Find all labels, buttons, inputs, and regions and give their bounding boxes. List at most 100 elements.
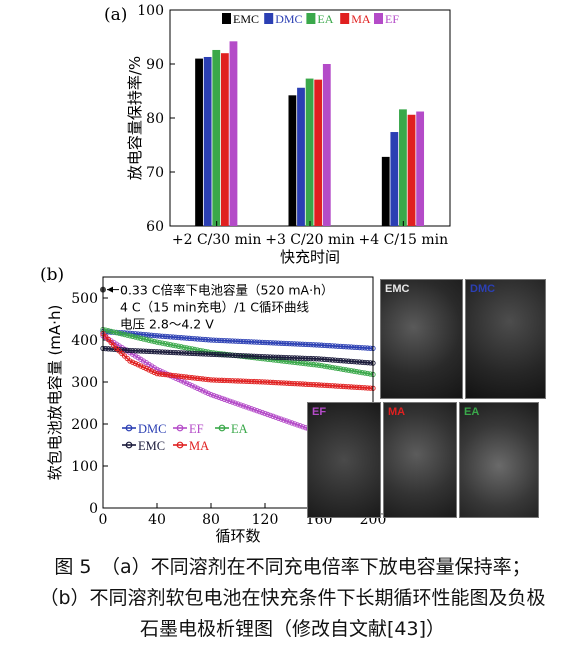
anode-photo-label: EA [464, 406, 480, 418]
point-dmc [256, 339, 263, 345]
point-ma [294, 381, 301, 387]
point-ef [143, 360, 149, 366]
point-dmc [300, 341, 306, 347]
point-emc [211, 351, 217, 358]
point-ea [348, 368, 355, 374]
panel-b-label: (b) [40, 265, 64, 285]
point-emc [197, 351, 203, 357]
point-emc [346, 358, 352, 364]
point-ma [178, 373, 184, 380]
point-dmc [192, 336, 198, 342]
point-ma [289, 380, 295, 387]
point-emc [224, 352, 230, 358]
y-tick-label-a: 100 [137, 3, 164, 19]
point-ma [154, 370, 160, 377]
point-ma [300, 381, 306, 387]
point-emc [227, 352, 233, 358]
point-ef [262, 410, 268, 417]
point-emc [229, 352, 236, 358]
point-dmc [310, 342, 317, 348]
point-emc [140, 348, 147, 354]
point-ma [332, 383, 338, 389]
point-ma [283, 380, 290, 386]
point-ea [154, 339, 160, 345]
series-line-dmc [102, 330, 374, 350]
point-ef [292, 421, 298, 427]
bar-dmc-0 [203, 56, 212, 227]
point-dmc [275, 340, 282, 346]
point-ea [138, 335, 144, 341]
x-axis-label-b: 循环数 [215, 527, 260, 545]
point-ef [275, 415, 282, 421]
point-ma [157, 371, 163, 377]
point-emc [194, 350, 201, 357]
y-axis-label-a: 放电容量保持率/% [126, 56, 144, 180]
point-ef [265, 411, 271, 418]
x-axis-label-a: 快充时间 [280, 248, 340, 266]
point-ef [219, 395, 225, 402]
x-tick-label-a: +4 C/15 min [359, 232, 449, 248]
point-emc [138, 348, 144, 354]
point-ea [351, 368, 357, 374]
point-ef [278, 416, 284, 422]
point-dmc [351, 344, 357, 350]
legend-marker-ea [218, 424, 226, 432]
point-emc [243, 353, 249, 359]
point-emc [216, 352, 222, 358]
point-dmc [254, 339, 260, 345]
point-dmc [165, 333, 171, 340]
point-dmc [251, 339, 257, 345]
legend-label-ea: EA [317, 12, 333, 26]
point-ma [308, 381, 314, 388]
point-ma [251, 378, 257, 385]
point-emc [305, 355, 311, 362]
point-ea [197, 347, 203, 354]
point-ea [346, 367, 352, 373]
point-ma [351, 384, 357, 390]
legend-label-emc: EMC [233, 12, 259, 26]
point-ef [246, 405, 252, 411]
panel-a-label: (a) [104, 5, 127, 25]
point-ef [194, 385, 201, 391]
point-ma [221, 377, 228, 384]
caption-line-1: 图 5 （a）不同溶剂在不同充电倍率下放电容量保持率； [54, 556, 531, 578]
point-ef [205, 390, 211, 396]
point-emc [132, 348, 139, 354]
point-emc [105, 346, 112, 352]
point-dmc [238, 338, 244, 345]
point-ef [229, 399, 236, 405]
point-emc [340, 358, 346, 364]
point-dmc [213, 337, 220, 343]
legend-swatch-ma [340, 13, 350, 24]
point-ma [138, 363, 144, 369]
point-ma [170, 372, 176, 379]
point-ef [227, 398, 233, 404]
x-tick-label-b: 120 [252, 512, 279, 528]
point-ma [362, 385, 368, 391]
point-ma [305, 381, 311, 388]
legend-text-emc: EMC [138, 439, 165, 453]
point-ea [362, 370, 368, 376]
legend-label-ef: EF [385, 12, 399, 26]
point-ma [140, 364, 147, 370]
point-dmc [175, 334, 182, 341]
point-ea [340, 366, 346, 373]
point-emc [300, 355, 306, 361]
point-ma [321, 382, 328, 388]
point-ef [243, 404, 249, 410]
point-ea [275, 357, 282, 364]
point-ma [173, 373, 179, 379]
point-ma [135, 362, 141, 368]
point-ea [178, 344, 184, 350]
point-emc [175, 350, 182, 356]
point-dmc [308, 342, 314, 348]
point-emc [111, 346, 117, 352]
point-emc [157, 349, 163, 355]
point-ef [202, 389, 209, 395]
point-emc [127, 347, 133, 354]
point-ea [135, 335, 141, 341]
point-dmc [324, 342, 330, 349]
point-ma [267, 379, 274, 385]
point-emc [337, 357, 344, 364]
point-emc [351, 358, 357, 365]
